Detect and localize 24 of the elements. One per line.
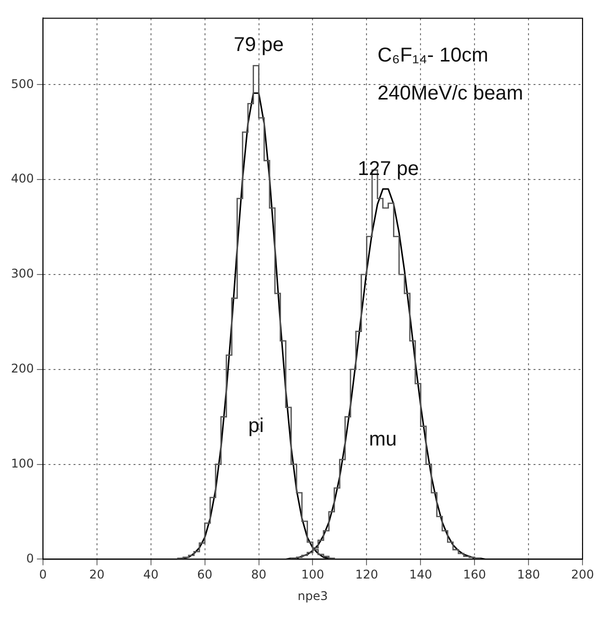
annotation: 127 pe	[358, 158, 419, 180]
y-tick-label: 100	[11, 456, 34, 470]
annotation: 240MeV/c beam	[377, 82, 524, 104]
y-tick-label: 400	[11, 172, 34, 186]
y-tick-label: 300	[11, 266, 34, 281]
x-tick-label: 120	[355, 568, 378, 582]
x-tick-label: 160	[463, 568, 486, 582]
annotation: pi	[248, 415, 264, 438]
annotation: C₆F₁₄- 10cm	[377, 44, 488, 67]
x-tick-label: 0	[39, 568, 47, 582]
x-tick-label: 80	[251, 568, 266, 582]
y-tick-label: 200	[11, 362, 34, 376]
x-axis-title: npe3	[298, 588, 328, 603]
x-tick-label: 180	[517, 568, 540, 582]
x-tick-label: 40	[143, 568, 158, 582]
annotation: 79 pe	[234, 34, 284, 56]
x-tick-label: 60	[197, 568, 212, 582]
x-tick-label: 100	[301, 568, 324, 582]
y-tick-label: 500	[11, 76, 34, 91]
x-tick-label: 200	[571, 568, 594, 582]
x-tick-label: 20	[89, 568, 105, 582]
x-tick-label: 140	[409, 568, 432, 582]
annotation: mu	[368, 428, 397, 451]
y-tick-label: 0	[26, 551, 34, 566]
